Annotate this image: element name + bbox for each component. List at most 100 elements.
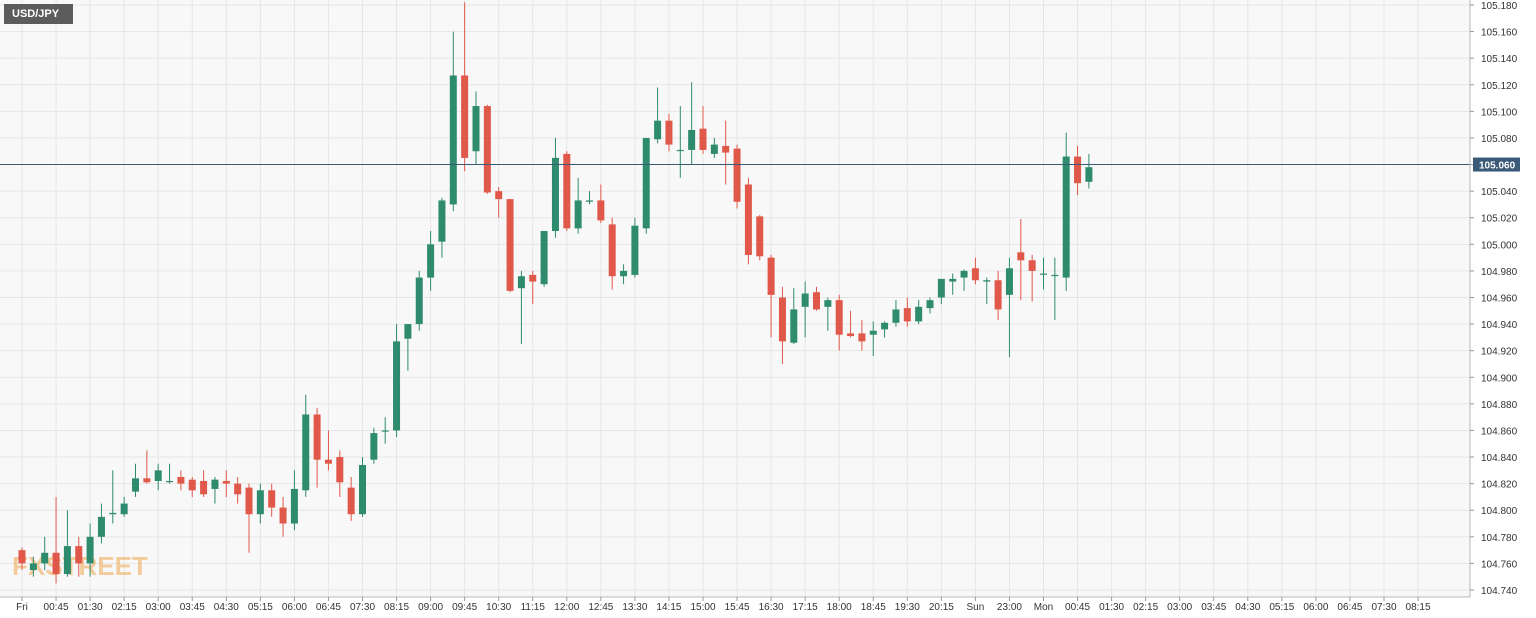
- candle: [710, 137, 718, 158]
- candle-body: [586, 200, 593, 202]
- y-tick-label: 105.140: [1481, 54, 1518, 65]
- x-tick-label: Mon: [1034, 602, 1053, 613]
- candle: [1074, 145, 1082, 196]
- y-tick-label: 104.740: [1481, 586, 1518, 597]
- x-tick-label: 03:00: [146, 602, 171, 613]
- candle: [1017, 219, 1025, 301]
- candle-body: [132, 478, 139, 492]
- candle-body: [29, 563, 37, 571]
- candle: [506, 199, 514, 293]
- x-tick-label: 02:15: [112, 602, 137, 613]
- candle: [756, 215, 764, 261]
- y-tick-label: 104.960: [1481, 294, 1518, 305]
- candle-body: [347, 487, 355, 515]
- symbol-badge[interactable]: USD/JPY: [4, 4, 73, 24]
- y-tick-label: 104.820: [1481, 480, 1518, 491]
- x-tick-label: 07:30: [1371, 602, 1396, 613]
- candle: [18, 547, 26, 571]
- grid-lines: [0, 0, 1470, 597]
- y-tick-label: 104.900: [1481, 373, 1518, 384]
- x-tick-label: 20:15: [929, 602, 954, 613]
- x-tick-label: 18:00: [827, 602, 852, 613]
- y-tick-label: 105.120: [1481, 81, 1518, 92]
- candle: [370, 427, 378, 464]
- x-tick-label: 23:00: [997, 602, 1022, 613]
- candle: [86, 523, 94, 577]
- x-tick-label: 04:30: [1235, 602, 1260, 613]
- y-tick-label: 104.940: [1481, 320, 1518, 331]
- x-tick-label: 06:00: [282, 602, 307, 613]
- y-tick-label: 105.080: [1481, 134, 1518, 145]
- candle: [132, 463, 139, 497]
- candle-body: [574, 200, 582, 229]
- candle-body: [393, 341, 401, 431]
- y-tick-label: 104.800: [1481, 506, 1518, 517]
- candle-body: [540, 231, 548, 285]
- candle: [1028, 254, 1036, 302]
- y-tick-label: 104.780: [1481, 533, 1518, 544]
- candle: [336, 450, 344, 497]
- candle: [881, 321, 889, 338]
- x-tick-label: 10:30: [486, 602, 511, 613]
- candle-body: [313, 414, 321, 460]
- candle-body: [86, 536, 94, 564]
- candle-body: [620, 270, 628, 277]
- candle: [915, 300, 923, 325]
- candle: [166, 463, 174, 484]
- candle-body: [495, 191, 503, 200]
- candle: [801, 281, 809, 338]
- x-tick-label: 18:45: [861, 602, 886, 613]
- candle: [903, 297, 911, 327]
- candle-body: [1051, 274, 1059, 277]
- candle: [449, 31, 457, 212]
- candle: [495, 187, 503, 218]
- candle-body: [654, 120, 662, 140]
- x-tick-label: 03:45: [1201, 602, 1226, 613]
- x-tick-label: 12:45: [588, 602, 613, 613]
- candle-body: [971, 268, 979, 281]
- x-tick-label: 00:45: [44, 602, 69, 613]
- candle-body: [1017, 252, 1025, 261]
- candle-body: [427, 244, 435, 278]
- candle: [767, 254, 775, 338]
- candle-body: [563, 153, 571, 229]
- x-tick-label: 11:15: [521, 602, 546, 613]
- candle: [324, 430, 332, 471]
- x-tick-label: 06:00: [1303, 602, 1328, 613]
- candle: [937, 278, 945, 305]
- x-tick-label: 03:45: [180, 602, 205, 613]
- candle-body: [722, 145, 730, 153]
- candle-body: [52, 552, 60, 575]
- candle: [949, 273, 957, 295]
- candle-body: [472, 106, 480, 152]
- y-tick-label: 105.020: [1481, 214, 1518, 225]
- candle-body: [801, 293, 809, 307]
- candle: [790, 288, 798, 345]
- candle-body: [1062, 156, 1070, 278]
- candle-body: [41, 552, 49, 564]
- x-tick-label: 01:30: [1099, 602, 1124, 613]
- candle: [415, 270, 423, 331]
- candle-body: [858, 333, 866, 342]
- candle: [608, 217, 616, 290]
- y-tick-label: 104.840: [1481, 453, 1518, 464]
- candle-body: [903, 308, 911, 322]
- y-tick-label: 104.860: [1481, 426, 1518, 437]
- x-tick-label: 01:30: [78, 602, 103, 613]
- candle: [347, 476, 355, 521]
- x-tick-label: 08:15: [384, 602, 409, 613]
- candle-body: [415, 277, 423, 325]
- candle-body: [926, 300, 934, 309]
- candle: [778, 286, 786, 364]
- candle-body: [597, 200, 605, 221]
- candle: [529, 270, 537, 305]
- candle-body: [1040, 273, 1047, 275]
- candle-body: [869, 330, 877, 335]
- candle: [813, 286, 820, 311]
- candle-body: [177, 476, 185, 484]
- candle: [574, 177, 582, 234]
- candle: [120, 496, 128, 517]
- candle: [1005, 257, 1013, 358]
- candle: [869, 321, 877, 356]
